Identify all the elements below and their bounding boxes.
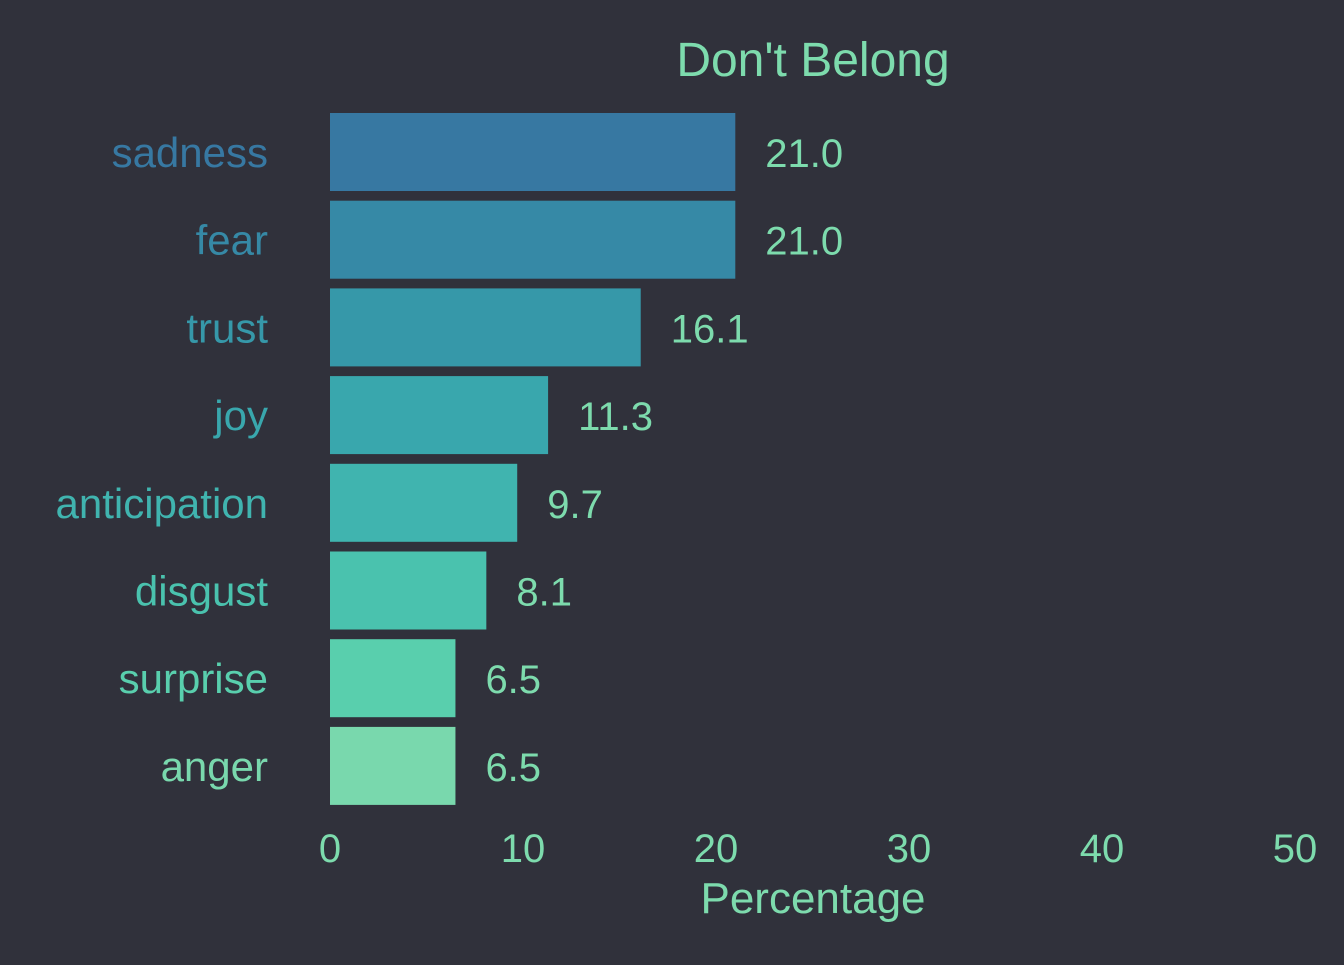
category-label-trust: trust [186,304,268,351]
chart-title: Don't Belong [676,34,949,87]
x-tick-label-10: 10 [501,827,546,871]
value-label-sadness: 21.0 [765,132,843,176]
bar-anger [330,726,456,805]
x-tick-label-30: 30 [887,827,932,871]
value-label-anger: 6.5 [485,746,541,790]
x-tick-label-50: 50 [1273,827,1318,871]
bar-anticipation [330,463,518,542]
x-tick-label-40: 40 [1080,827,1125,871]
value-label-surprise: 6.5 [485,658,541,702]
bar-disgust [330,551,487,630]
category-label-fear: fear [196,217,268,264]
category-label-anger: anger [161,743,268,790]
category-label-sadness: sadness [112,129,268,176]
value-labels-group: 21.0 21.0 16.1 11.3 9.7 8.1 6.5 6.5 [485,132,843,790]
value-label-disgust: 8.1 [516,571,572,615]
x-tick-label-0: 0 [319,827,341,871]
x-tick-label-20: 20 [694,827,739,871]
value-label-anticipation: 9.7 [547,483,603,527]
category-label-surprise: surprise [119,655,268,702]
x-axis-ticks-group: 0 10 20 30 40 50 [319,827,1317,871]
bars-group [330,113,736,805]
category-labels-group: sadness fear trust joy anticipation disgust su… [56,129,269,790]
bar-trust [330,288,641,367]
value-label-joy: 11.3 [578,395,653,439]
value-label-fear: 21.0 [765,220,843,264]
bar-joy [330,376,549,455]
category-label-anticipation: anticipation [56,480,268,527]
bar-sadness [330,113,736,191]
value-label-trust: 16.1 [671,307,749,351]
bar-surprise [330,639,456,718]
x-axis-label: Percentage [700,874,925,923]
bar-fear [330,200,736,279]
category-label-joy: joy [212,392,268,439]
category-label-disgust: disgust [135,568,268,615]
